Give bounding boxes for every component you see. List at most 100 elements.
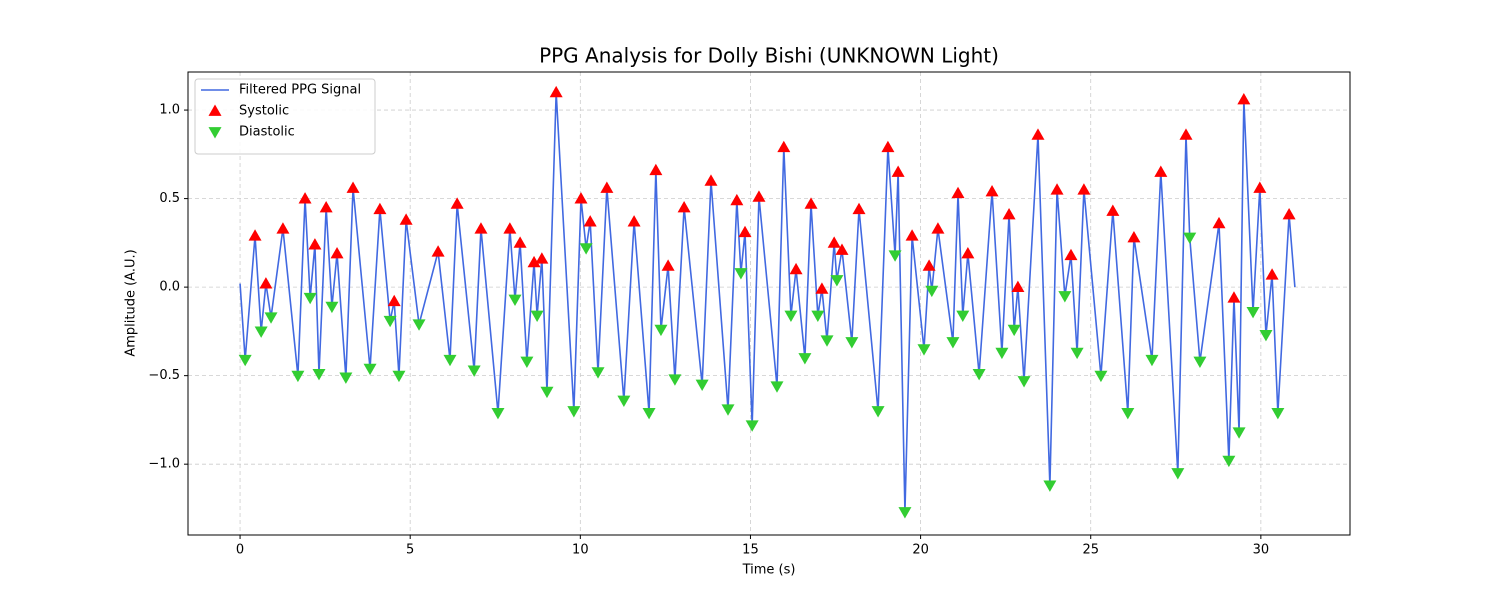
- marker: [951, 186, 965, 199]
- marker: [491, 407, 505, 420]
- marker: [1259, 330, 1273, 342]
- marker: [1070, 347, 1084, 360]
- marker: [346, 181, 360, 193]
- marker: [804, 197, 818, 209]
- legend-label: Systolic: [239, 104, 289, 119]
- marker: [412, 319, 426, 331]
- legend-swatch: [208, 127, 222, 139]
- marker: [330, 246, 344, 259]
- marker: [827, 236, 841, 248]
- marker: [1050, 183, 1064, 195]
- plot-frame: [187, 71, 1351, 536]
- marker: [303, 292, 317, 305]
- marker: [259, 277, 273, 289]
- marker: [995, 347, 1009, 360]
- marker: [503, 222, 517, 234]
- marker: [1007, 324, 1021, 337]
- marker: [946, 337, 960, 349]
- marker: [845, 337, 859, 349]
- y-axis-label: Amplitude (A.U.): [124, 249, 139, 356]
- marker: [339, 372, 353, 384]
- marker: [431, 245, 445, 257]
- marker: [254, 326, 268, 338]
- marker: [264, 312, 278, 324]
- marker: [238, 354, 252, 367]
- marker: [905, 229, 919, 241]
- marker: [520, 356, 534, 368]
- marker: [1171, 468, 1185, 480]
- marker: [325, 301, 339, 314]
- marker: [383, 315, 397, 328]
- marker: [784, 310, 798, 322]
- marker: [567, 406, 581, 418]
- marker: [745, 420, 759, 432]
- marker: [1121, 407, 1135, 420]
- marker: [1183, 232, 1197, 245]
- marker: [1246, 307, 1260, 319]
- marker: [1145, 354, 1159, 367]
- marker: [527, 255, 541, 268]
- x-tick-label: 25: [1082, 543, 1099, 558]
- x-tick-label: 10: [572, 543, 589, 558]
- marker: [752, 190, 766, 202]
- marker: [835, 243, 849, 255]
- marker: [1077, 183, 1091, 195]
- marker: [1002, 208, 1016, 220]
- marker: [931, 222, 945, 234]
- marker: [1237, 92, 1251, 105]
- marker: [695, 379, 709, 392]
- marker: [535, 252, 549, 264]
- x-tick-label: 30: [1253, 543, 1270, 558]
- marker: [508, 294, 522, 307]
- marker: [298, 192, 312, 204]
- marker: [248, 229, 262, 241]
- marker: [898, 507, 912, 519]
- y-tick-label: −0.5: [148, 368, 180, 383]
- marker: [1222, 455, 1236, 468]
- legend-label: Filtered PPG Signal: [239, 83, 361, 98]
- y-tick-label: 0.5: [159, 191, 180, 206]
- marker: [308, 238, 322, 250]
- marker: [363, 363, 377, 376]
- x-tick-label: 20: [912, 543, 929, 558]
- marker: [789, 262, 803, 275]
- marker: [591, 367, 605, 379]
- marker: [972, 369, 986, 381]
- marker: [1011, 280, 1025, 292]
- marker: [574, 192, 588, 204]
- marker: [617, 395, 631, 407]
- legend-box: [194, 78, 376, 155]
- marker: [450, 197, 464, 209]
- marker: [392, 370, 406, 383]
- marker: [312, 369, 326, 381]
- marker: [642, 407, 656, 420]
- marker: [1106, 204, 1120, 216]
- marker: [1031, 128, 1045, 140]
- marker: [830, 275, 844, 287]
- marker: [985, 185, 999, 197]
- marker: [319, 200, 333, 213]
- marker: [1179, 128, 1193, 140]
- marker: [399, 213, 413, 225]
- marker: [549, 85, 563, 98]
- marker: [888, 250, 902, 262]
- marker: [474, 222, 488, 234]
- marker: [1282, 208, 1296, 220]
- marker: [627, 215, 641, 227]
- marker: [1154, 165, 1168, 177]
- marker: [579, 243, 593, 255]
- marker: [852, 202, 866, 215]
- marker: [925, 285, 939, 298]
- marker: [373, 202, 387, 215]
- marker: [530, 310, 544, 322]
- marker: [1058, 291, 1072, 303]
- marker: [820, 335, 834, 347]
- marker: [721, 404, 735, 416]
- marker: [513, 236, 527, 248]
- x-tick-label: 5: [406, 543, 414, 558]
- marker: [387, 294, 401, 307]
- marker: [583, 215, 597, 227]
- x-tick-label: 0: [236, 543, 244, 558]
